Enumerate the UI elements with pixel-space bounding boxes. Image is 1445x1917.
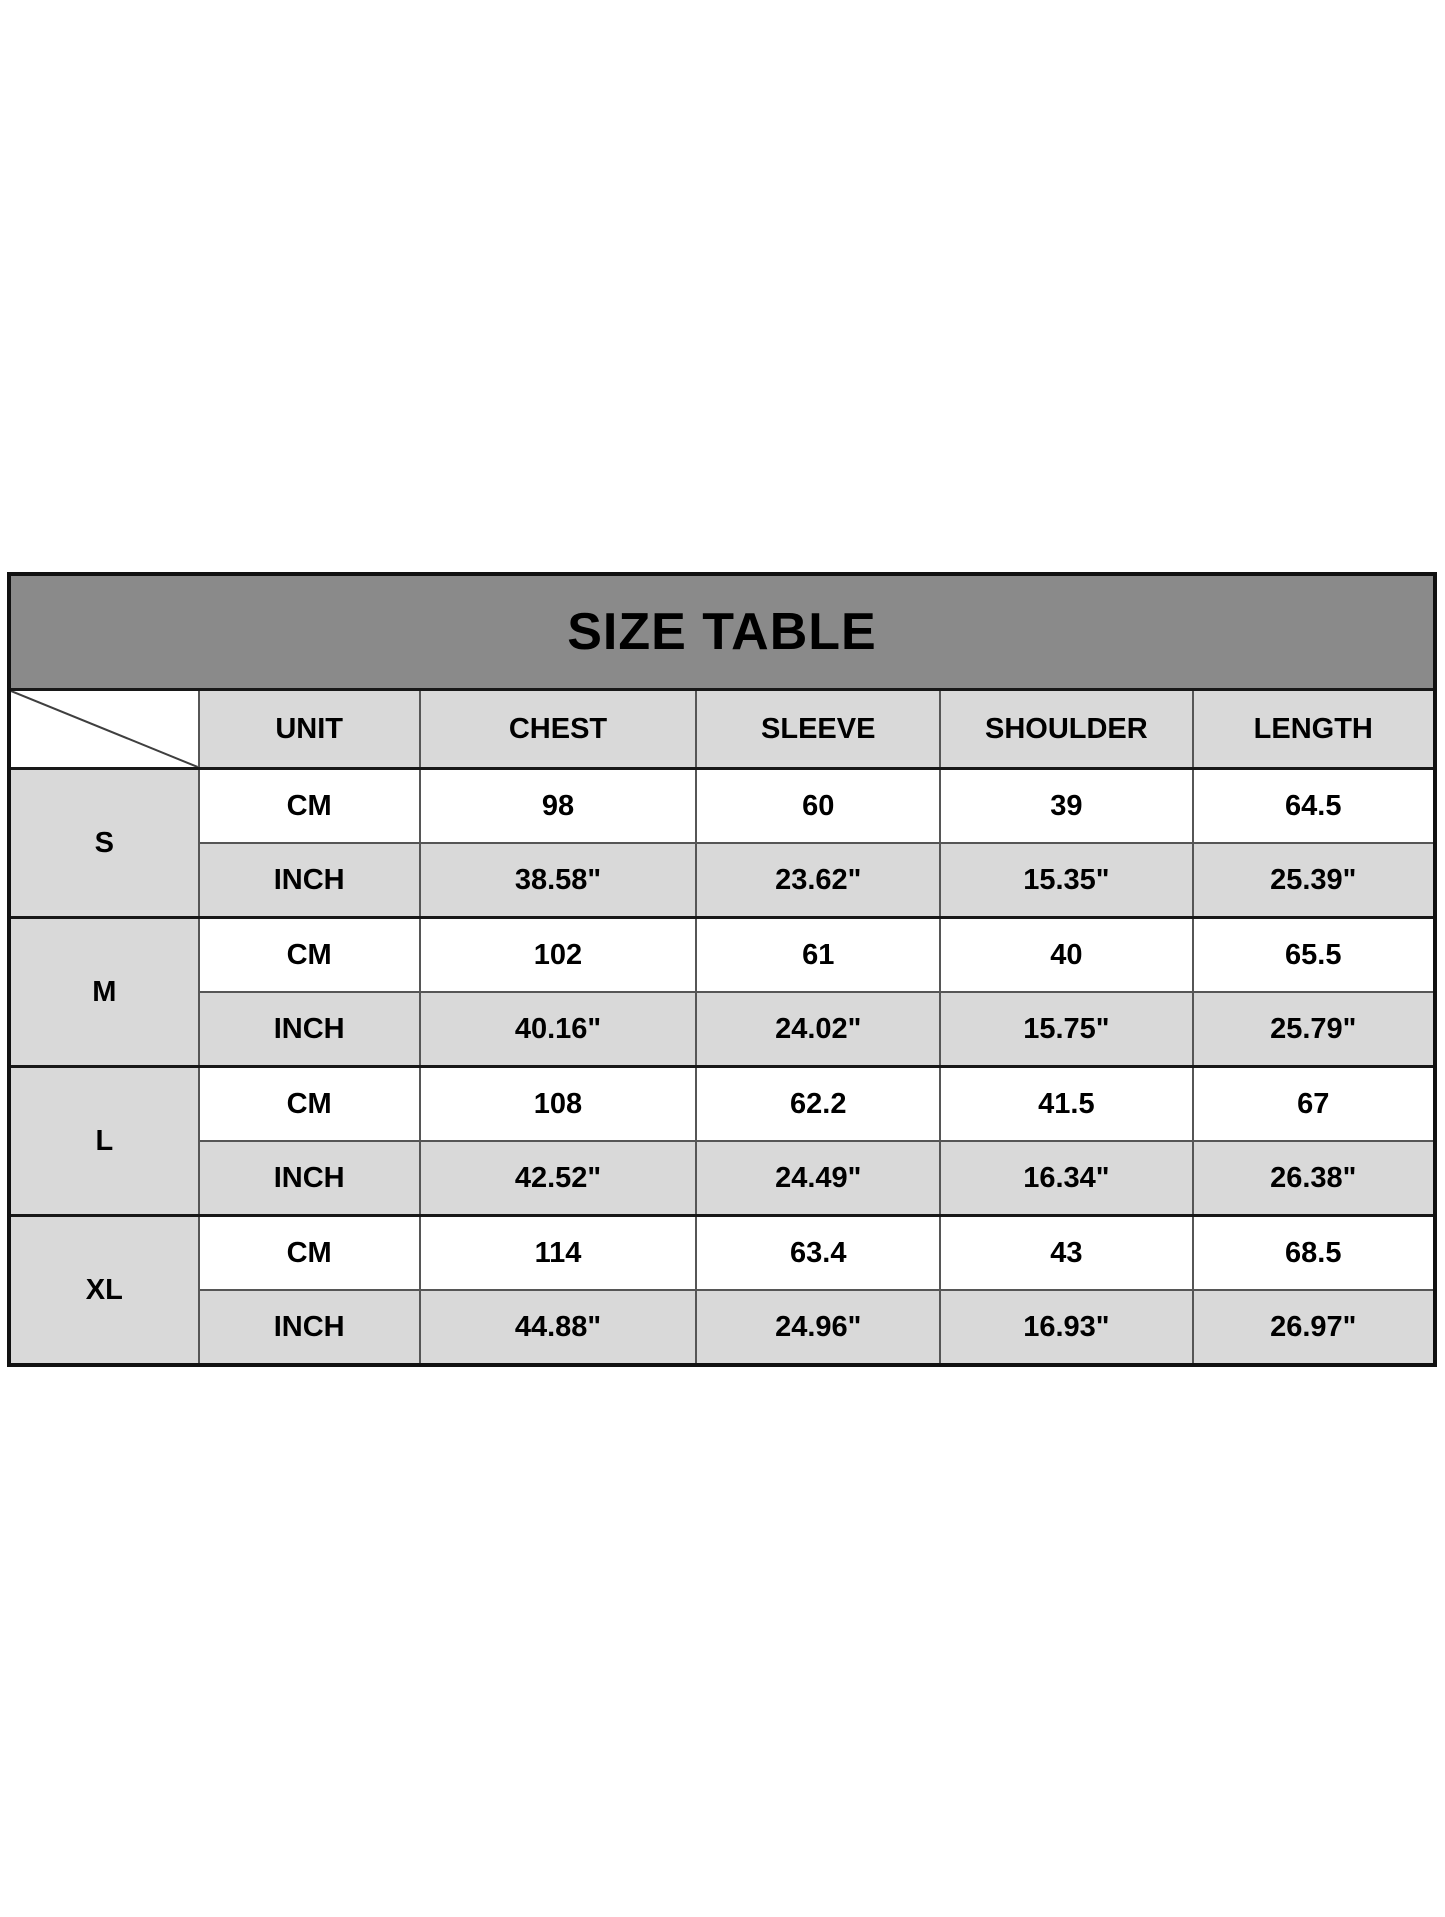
measurement-cell: 25.39" — [1191, 842, 1437, 919]
measurement-cell: 41.5 — [939, 1065, 1194, 1142]
measurement-cell: 67 — [1191, 1065, 1437, 1142]
measurement-cell: 40 — [939, 916, 1194, 993]
column-header-unit: UNIT — [197, 688, 421, 770]
measurement-cell: 43 — [939, 1214, 1194, 1291]
measurement-cell: 102 — [418, 916, 698, 993]
table-row: INCH 38.58" 23.62" 15.35" 25.39" — [9, 842, 1437, 919]
measurement-cell: 64.5 — [1191, 767, 1437, 844]
measurement-cell: 38.58" — [418, 842, 698, 919]
table-title: SIZE TABLE — [8, 573, 1436, 691]
table-row: S CM 98 60 39 64.5 — [8, 767, 1437, 919]
unit-label: INCH — [197, 1140, 421, 1217]
measurement-cell: 42.52" — [418, 1140, 698, 1217]
measurement-cell: 26.38" — [1191, 1140, 1437, 1217]
measurement-cell: 15.75" — [939, 991, 1194, 1068]
unit-label: CM — [197, 1065, 421, 1142]
unit-label: CM — [197, 767, 421, 844]
measurement-cell: 98 — [418, 767, 698, 844]
measurement-cell: 65.5 — [1191, 916, 1437, 993]
measurement-cell: 16.34" — [939, 1140, 1194, 1217]
header-row: UNIT CHEST SLEEVE SHOULDER LENGTH — [8, 688, 1437, 770]
measurement-cell: 24.96" — [695, 1289, 942, 1366]
measurement-cell: 24.02" — [695, 991, 942, 1068]
table-row: INCH 42.52" 24.49" 16.34" 26.38" — [9, 1140, 1437, 1217]
table-row: INCH 40.16" 24.02" 15.75" 25.79" — [9, 991, 1437, 1068]
diagonal-line-icon — [11, 691, 198, 767]
measurement-cell: 62.2 — [695, 1065, 942, 1142]
table-row: M CM 102 61 40 65.5 — [8, 916, 1437, 1068]
measurement-cell: 25.79" — [1191, 991, 1437, 1068]
unit-label: INCH — [197, 991, 421, 1068]
measurement-cell: 40.16" — [418, 991, 698, 1068]
title-row: SIZE TABLE — [8, 573, 1436, 691]
measurement-cell: 114 — [418, 1214, 698, 1291]
measurement-cell: 61 — [695, 916, 942, 993]
measurement-cell: 26.97" — [1191, 1289, 1437, 1366]
measurement-cell: 44.88" — [418, 1289, 698, 1366]
measurement-cell: 63.4 — [695, 1214, 942, 1291]
table-row: L CM 108 62.2 41.5 67 — [8, 1065, 1437, 1217]
unit-label: CM — [197, 916, 421, 993]
size-table: SIZE TABLE UNIT CHEST SLEEVE SHOULDER LE… — [7, 572, 1437, 1367]
measurement-cell: 39 — [939, 767, 1194, 844]
measurement-cell: 24.49" — [695, 1140, 942, 1217]
column-header-chest: CHEST — [418, 688, 698, 770]
unit-label: INCH — [197, 842, 421, 919]
size-label-xl: XL — [8, 1214, 200, 1366]
size-label-m: M — [8, 916, 200, 1068]
measurement-cell: 60 — [695, 767, 942, 844]
column-header-length: LENGTH — [1191, 688, 1437, 770]
unit-label: CM — [197, 1214, 421, 1291]
column-header-sleeve: SLEEVE — [695, 688, 942, 770]
measurement-cell: 15.35" — [939, 842, 1194, 919]
unit-label: INCH — [197, 1289, 421, 1366]
table-row: INCH 44.88" 24.96" 16.93" 26.97" — [9, 1289, 1437, 1366]
measurement-cell: 16.93" — [939, 1289, 1194, 1366]
table-row: XL CM 114 63.4 43 68.5 — [8, 1214, 1437, 1366]
diagonal-cell — [8, 688, 200, 770]
size-label-l: L — [8, 1065, 200, 1217]
size-label-s: S — [8, 767, 200, 919]
measurement-cell: 68.5 — [1191, 1214, 1437, 1291]
measurement-cell: 23.62" — [695, 842, 942, 919]
measurement-cell: 108 — [418, 1065, 698, 1142]
column-header-shoulder: SHOULDER — [939, 688, 1194, 770]
